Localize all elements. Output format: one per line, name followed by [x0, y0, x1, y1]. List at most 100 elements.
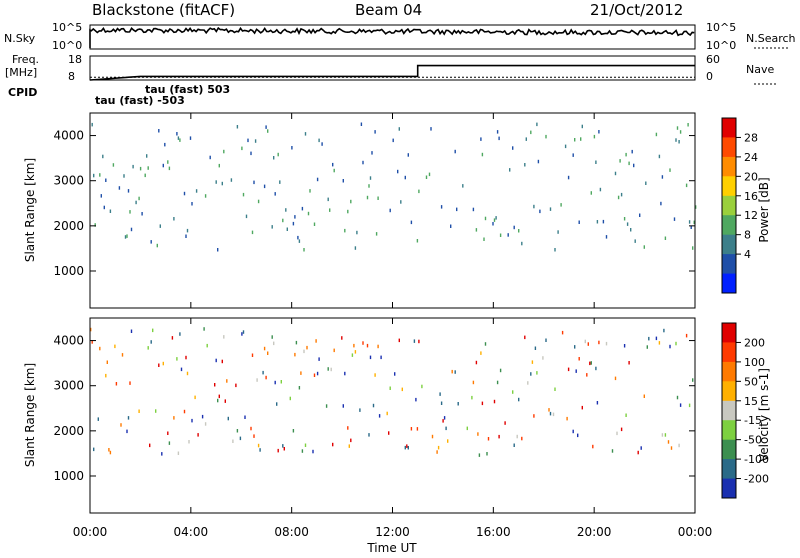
heatmap-cell: [205, 194, 206, 198]
heatmap-cell: [512, 146, 513, 150]
heatmap-cell: [217, 248, 218, 252]
heatmap-cell: [659, 155, 660, 159]
colorbar-segment: [722, 176, 736, 196]
colorbar-tick-label: 8: [744, 229, 751, 242]
heatmap-cell: [302, 207, 303, 211]
heatmap-cell: [615, 172, 616, 176]
heatmap-cell: [128, 416, 129, 420]
heatmap-cell: [441, 205, 442, 209]
heatmap-cell: [158, 364, 159, 368]
heatmap-cell: [669, 168, 670, 172]
heatmap-cell: [606, 235, 607, 239]
heatmap-cell: [343, 179, 344, 183]
heatmap-cell: [530, 131, 531, 135]
heatmap-cell: [176, 132, 177, 136]
heatmap-cell: [176, 357, 177, 361]
heatmap-cell: [579, 221, 580, 225]
heatmap-cell: [178, 452, 179, 456]
heatmap-cell: [285, 208, 286, 212]
heatmap-cell: [455, 150, 456, 154]
heatmap-cell: [498, 137, 499, 141]
heatmap-cell: [272, 225, 273, 229]
colorbar-tick-label: 28: [744, 131, 758, 144]
heatmap-cell: [411, 221, 412, 225]
heatmap-cell: [258, 200, 259, 204]
power-heatmap: [92, 123, 697, 252]
heatmap-cell: [632, 150, 633, 154]
heatmap-cell: [536, 123, 537, 127]
heatmap-cell: [370, 176, 371, 180]
heatmap-cell: [129, 381, 130, 385]
y-tick-label: 4000: [53, 129, 84, 143]
colorbar-segment: [722, 137, 736, 157]
heatmap-cell: [231, 178, 232, 182]
heatmap-cell: [102, 155, 103, 159]
heatmap-cell: [222, 182, 223, 186]
heatmap-cell: [500, 234, 501, 238]
heatmap-cell: [293, 222, 294, 226]
heatmap-cell: [621, 193, 622, 197]
heatmap-cell: [680, 130, 681, 134]
heatmap-cell: [157, 244, 158, 248]
power-ylabel: Slant Range [km]: [23, 158, 37, 262]
nave-tick-top: 60: [706, 53, 720, 66]
heatmap-cell: [473, 208, 474, 212]
heatmap-cell: [405, 176, 406, 180]
heatmap-cell: [187, 372, 188, 376]
y-tick-label: 3000: [53, 174, 84, 188]
heatmap-cell: [264, 185, 265, 189]
heatmap-cell: [539, 210, 540, 214]
heatmap-cell: [545, 135, 546, 139]
heatmap-cell: [554, 248, 555, 252]
heatmap-cell: [219, 164, 220, 168]
heatmap-cell: [114, 345, 115, 349]
heatmap-cell: [675, 138, 676, 142]
heatmap-cell: [598, 130, 599, 134]
heatmap-cell: [132, 165, 133, 169]
heatmap-cell: [639, 214, 640, 218]
heatmap-cell: [99, 347, 100, 351]
heatmap-cell: [173, 217, 174, 221]
colorbar-tick-label: 24: [744, 151, 758, 164]
heatmap-cell: [400, 200, 401, 204]
heatmap-cell: [509, 168, 510, 172]
heatmap-cell: [521, 242, 522, 246]
heatmap-cell: [332, 163, 333, 167]
heatmap-cell: [287, 228, 288, 232]
heatmap-cell: [108, 448, 109, 452]
station-title: Blackstone (fitACF): [92, 1, 235, 19]
heatmap-cell: [630, 228, 631, 232]
heatmap-cell: [565, 145, 566, 149]
heatmap-cell: [627, 222, 628, 226]
heatmap-cell: [167, 160, 168, 164]
heatmap-cell: [116, 382, 117, 386]
heatmap-cell: [635, 239, 636, 243]
heatmap-cell: [665, 237, 666, 241]
heatmap-cell: [275, 192, 276, 196]
heatmap-cell: [645, 182, 646, 186]
heatmap-cell: [494, 218, 495, 222]
heatmap-cell: [633, 164, 634, 168]
heatmap-cell: [160, 224, 161, 228]
heatmap-cell: [149, 444, 150, 448]
heatmap-cell: [172, 336, 173, 340]
heatmap-cell: [158, 129, 159, 133]
heatmap-cell: [255, 139, 256, 143]
heatmap-cell: [355, 246, 356, 250]
heatmap-cell: [624, 217, 625, 221]
colorbar-tick-label: 4: [744, 248, 751, 261]
heatmap-cell: [210, 156, 211, 160]
nsky-trace: [90, 28, 694, 48]
heatmap-cell: [278, 153, 279, 157]
heatmap-cell: [191, 202, 192, 206]
heatmap-cell: [390, 209, 391, 213]
heatmap-cell: [417, 239, 418, 243]
heatmap-cell: [185, 356, 186, 360]
heatmap-cell: [603, 220, 604, 224]
heatmap-cell: [122, 353, 123, 357]
freq-label: Freq.: [12, 53, 39, 66]
heatmap-cell: [308, 212, 309, 216]
heatmap-cell: [328, 198, 329, 202]
